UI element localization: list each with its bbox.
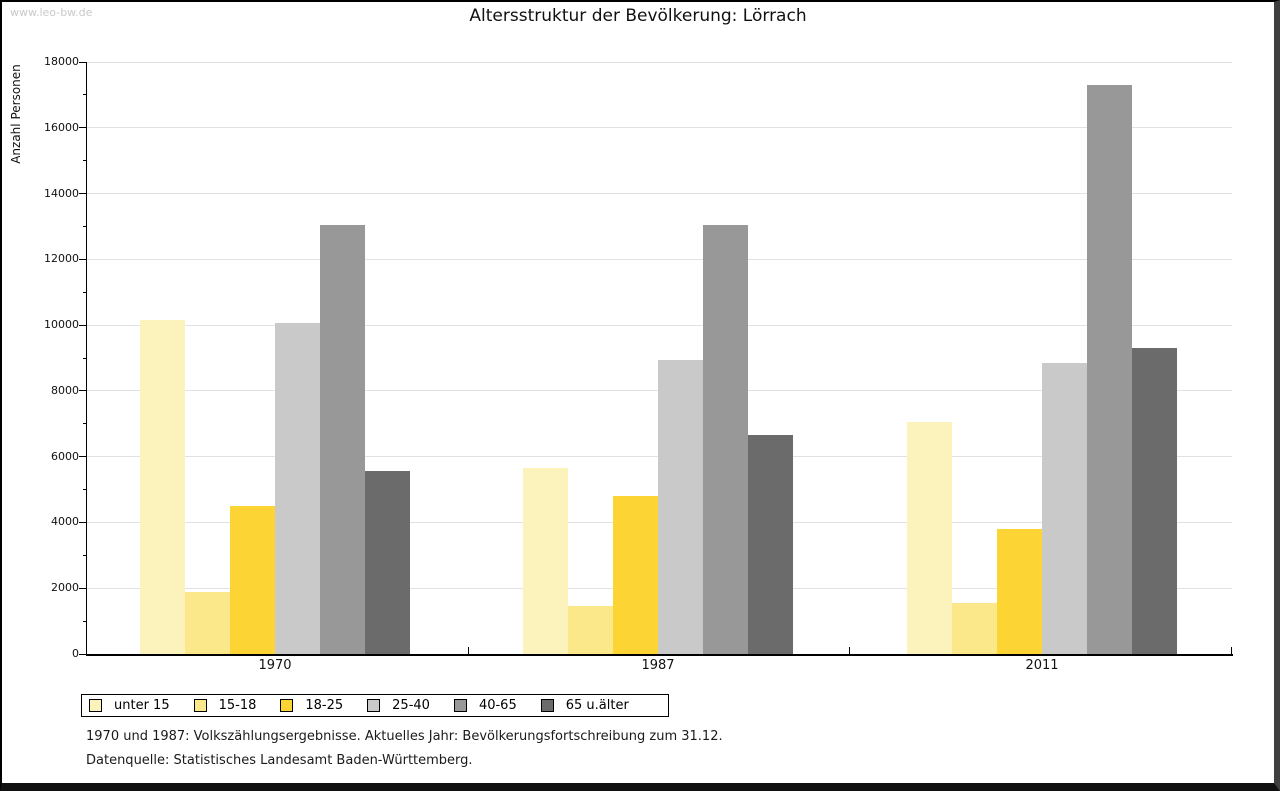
bar-15-18-2011 (952, 603, 997, 654)
bar-65-u-lter-1970 (365, 471, 410, 654)
y-axis-minor-tick (83, 225, 87, 227)
y-tick-label: 6000 (51, 449, 79, 463)
legend-label: 25-40 (392, 698, 430, 713)
bar-15-18-1970 (185, 591, 230, 654)
watermark: www.leo-bw.de (10, 6, 93, 19)
y-axis-minor-tick (83, 423, 87, 425)
x-axis-category-label: 1970 (258, 658, 292, 673)
footnote-source-line: 1970 und 1987: Volkszählungsergebnisse. … (86, 729, 723, 744)
y-axis-major-tick (79, 258, 87, 260)
legend: unter 15 15-18 18-25 25-40 40-65 65 u.älter (81, 694, 669, 717)
x-axis-boundary-tick (468, 647, 469, 654)
y-tick-label: 16000 (44, 120, 79, 134)
legend-item: 25-40 (367, 698, 430, 713)
legend-label: unter 15 (114, 698, 170, 713)
y-tick-label: 18000 (44, 55, 79, 68)
y-gridline (87, 324, 1232, 326)
bar-25-40-1970 (275, 323, 320, 654)
y-axis-major-tick (79, 127, 87, 129)
legend-item: 18-25 (280, 698, 343, 713)
y-axis-minor-tick (83, 554, 87, 556)
y-axis-major-tick (79, 324, 87, 326)
legend-label: 40-65 (478, 698, 517, 713)
legend-swatch (193, 699, 207, 712)
y-gridline (87, 61, 1232, 63)
bar-40-65-1970 (320, 224, 365, 654)
y-tick-label: 2000 (51, 581, 79, 595)
bar-unter-15-1970 (140, 320, 185, 654)
y-axis-minor-tick (83, 94, 87, 96)
y-axis-major-tick (79, 587, 87, 589)
y-gridline (87, 127, 1232, 129)
y-axis-major-tick (79, 61, 87, 63)
y-axis-major-tick (79, 521, 87, 523)
y-tick-label: 14000 (44, 186, 79, 200)
legend-item: 15-18 (193, 698, 257, 713)
y-tick-label: 12000 (44, 252, 79, 266)
y-tick-label: 4000 (51, 515, 79, 529)
bar-25-40-1987 (658, 359, 703, 654)
chart-title: Altersstruktur der Bevölkerung: Lörrach (469, 6, 807, 26)
y-gridline (87, 258, 1232, 260)
x-axis-boundary-tick (1231, 647, 1232, 654)
legend-label: 15-18 (218, 698, 257, 713)
bar-65-u-lter-1987 (748, 435, 793, 654)
x-axis-category-label: 2011 (1025, 658, 1059, 673)
y-tick-label: 8000 (51, 383, 79, 397)
legend-swatch (280, 699, 294, 712)
legend-item: 65 u.älter (540, 698, 629, 713)
legend-label: 18-25 (305, 698, 344, 713)
bar-unter-15-1987 (523, 468, 568, 654)
y-axis-title: Anzahl Personen (9, 64, 23, 164)
x-axis-line (86, 654, 1233, 656)
y-axis-minor-tick (83, 620, 87, 622)
y-axis-major-tick (79, 456, 87, 458)
y-axis-minor-tick (83, 357, 87, 359)
y-gridline (87, 193, 1232, 195)
y-axis-major-tick (79, 390, 87, 392)
legend-item: unter 15 (89, 698, 170, 713)
legend-label: 65 u.älter (565, 698, 629, 713)
legend-item: 40-65 (453, 698, 517, 713)
legend-swatch (89, 699, 102, 712)
bar-40-65-1987 (703, 224, 748, 654)
y-axis-major-tick (79, 653, 87, 655)
bar-18-25-1987 (613, 496, 658, 654)
x-axis-category-label: 1987 (641, 658, 675, 673)
legend-swatch (367, 699, 381, 712)
bar-18-25-1970 (230, 506, 275, 654)
plot-area: 0 2000 4000 6000 8000 10000 12000 14000 16000 180… (44, 55, 1233, 673)
y-axis-major-tick (79, 193, 87, 195)
footnote-dataquelle-line: Datenquelle: Statistisches Landesamt Bad… (86, 753, 473, 768)
legend-swatch (453, 699, 467, 712)
bar-unter-15-2011 (907, 422, 952, 654)
y-axis-minor-tick (83, 291, 87, 293)
bar-40-65-2011 (1087, 85, 1132, 654)
bar-15-18-1987 (568, 606, 613, 654)
y-tick-label: 10000 (44, 318, 79, 332)
bar-25-40-2011 (1042, 362, 1087, 654)
y-tick-label: 0 (72, 647, 79, 660)
y-axis-minor-tick (83, 489, 87, 491)
bar-65-u-lter-2011 (1132, 348, 1177, 654)
bar-18-25-2011 (997, 529, 1042, 654)
x-axis-boundary-tick (849, 647, 850, 654)
y-axis-minor-tick (83, 160, 87, 162)
legend-swatch (540, 699, 554, 712)
